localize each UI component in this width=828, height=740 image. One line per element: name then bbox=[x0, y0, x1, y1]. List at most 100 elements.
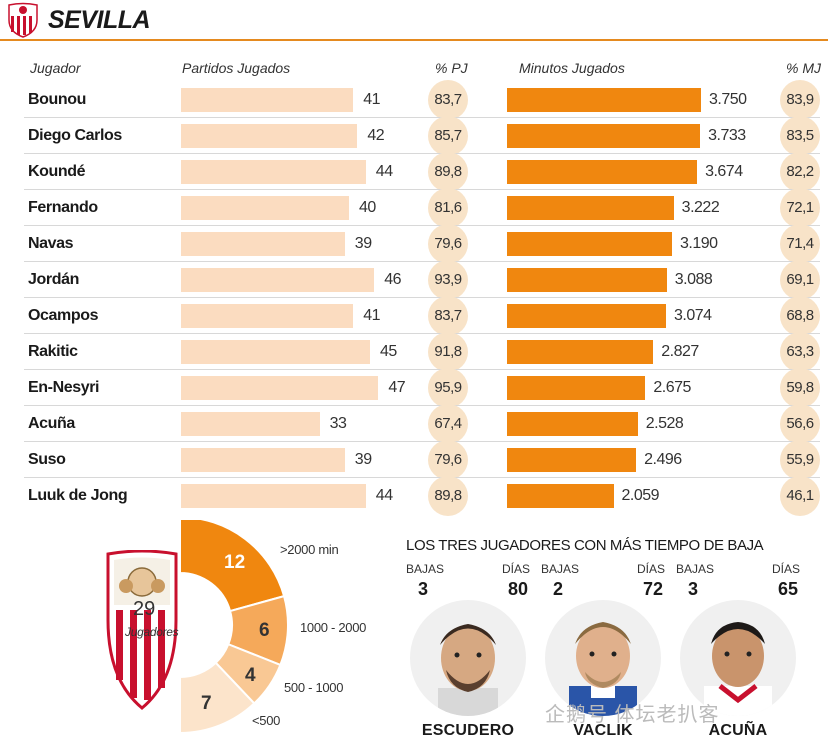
row-divider bbox=[24, 225, 820, 226]
minutes-bar bbox=[507, 88, 701, 112]
matches-value: 42 bbox=[367, 127, 385, 144]
table-row: Acuña 33 67,4 2.528 56,6 bbox=[0, 404, 828, 444]
table-row: Navas 39 79,6 3.190 71,4 bbox=[0, 224, 828, 264]
dias-label: DÍAS bbox=[636, 562, 665, 576]
segment-value-1: 6 bbox=[259, 620, 270, 641]
player-name: Luuk de Jong bbox=[28, 487, 128, 504]
table-row: Suso 39 79,6 2.496 55,9 bbox=[0, 440, 828, 480]
player-photo bbox=[545, 600, 661, 716]
matches-pct: 83,7 bbox=[428, 296, 468, 336]
minutes-bar bbox=[507, 376, 646, 400]
minutes-value: 3.222 bbox=[681, 199, 720, 216]
row-divider bbox=[24, 333, 820, 334]
row-divider bbox=[24, 477, 820, 478]
baja-card-acuna: BAJAS DÍAS 3 65 ACUÑA bbox=[676, 562, 800, 740]
table-row: Rakitic 45 91,8 2.827 63,3 bbox=[0, 332, 828, 372]
minutes-value: 2.528 bbox=[645, 415, 684, 432]
player-name: Acuña bbox=[28, 415, 75, 432]
matches-pct: 91,8 bbox=[428, 332, 468, 372]
segment-value-2: 4 bbox=[245, 665, 256, 686]
row-divider bbox=[24, 297, 820, 298]
col-player: Jugador bbox=[30, 60, 81, 76]
minutes-value: 3.088 bbox=[674, 271, 713, 288]
table-row: Bounou 41 83,7 3.750 83,9 bbox=[0, 80, 828, 120]
matches-bar bbox=[181, 160, 366, 184]
table-row: Diego Carlos 42 85,7 3.733 83,5 bbox=[0, 116, 828, 156]
donut-total: 29 bbox=[133, 598, 156, 620]
table-row: Fernando 40 81,6 3.222 72,1 bbox=[0, 188, 828, 228]
range-label-2: 500 - 1000 bbox=[284, 680, 344, 695]
bajas-title: LOS TRES JUGADORES CON MÁS TIEMPO DE BAJ… bbox=[406, 537, 764, 554]
matches-pct: 67,4 bbox=[428, 404, 468, 444]
matches-value: 47 bbox=[388, 379, 406, 396]
table-row: En-Nesyri 47 95,9 2.675 59,8 bbox=[0, 368, 828, 408]
matches-pct: 79,6 bbox=[428, 440, 468, 480]
row-divider bbox=[24, 189, 820, 190]
team-name: SEVILLA bbox=[48, 6, 151, 34]
bajas-label: BAJAS bbox=[541, 562, 580, 576]
player-name: Suso bbox=[28, 451, 66, 468]
matches-value: 33 bbox=[329, 415, 347, 432]
matches-value: 41 bbox=[363, 307, 380, 324]
player-table: Bounou 41 83,7 3.750 83,9 Diego Carlos 42 85,7 3… bbox=[0, 80, 828, 516]
minutes-pct: 63,3 bbox=[780, 332, 820, 372]
player-photo bbox=[680, 600, 796, 716]
minutes-value: 2.059 bbox=[621, 487, 660, 504]
baja-card-escudero: BAJAS DÍAS 3 80 ESCUDERO bbox=[406, 562, 530, 740]
bajas-value: 3 bbox=[688, 579, 699, 599]
matches-value: 44 bbox=[375, 487, 393, 504]
minutes-bar bbox=[507, 340, 654, 364]
row-divider bbox=[24, 441, 820, 442]
matches-value: 46 bbox=[384, 271, 401, 288]
player-name: Koundé bbox=[28, 163, 86, 180]
matches-value: 40 bbox=[359, 199, 376, 216]
minutes-pct: 83,5 bbox=[780, 116, 820, 156]
minutes-pct: 55,9 bbox=[780, 440, 820, 480]
table-row: Ocampos 41 83,7 3.074 68,8 bbox=[0, 296, 828, 336]
segment-value-3: 7 bbox=[201, 693, 212, 714]
donut-segment-3 bbox=[179, 661, 256, 735]
sevilla-crest-icon bbox=[8, 2, 38, 38]
minutes-pct: 83,9 bbox=[780, 80, 820, 120]
matches-pct: 93,9 bbox=[428, 260, 468, 300]
minutes-pct: 72,1 bbox=[780, 188, 820, 228]
matches-bar bbox=[181, 232, 345, 256]
minutes-bar bbox=[507, 268, 667, 292]
row-divider bbox=[24, 369, 820, 370]
player-name: Rakitic bbox=[28, 343, 78, 360]
dias-value: 72 bbox=[642, 579, 663, 599]
player-name: Jordán bbox=[28, 271, 79, 288]
col-matches: Partidos Jugados bbox=[182, 60, 291, 76]
col-matches-pct: % PJ bbox=[435, 60, 468, 76]
matches-pct: 95,9 bbox=[428, 368, 468, 408]
header-rule bbox=[0, 39, 828, 41]
donut-segment-0 bbox=[179, 520, 286, 613]
player-name: Fernando bbox=[28, 199, 98, 216]
bajas-label: BAJAS bbox=[676, 562, 715, 576]
range-label-3: <500 bbox=[252, 713, 281, 728]
player-name: VACLIK bbox=[573, 722, 633, 739]
baja-card-vaclik: BAJAS DÍAS 2 72 VACLIK bbox=[541, 562, 665, 740]
dias-label: DÍAS bbox=[771, 562, 800, 576]
table-row: Koundé 44 89,8 3.674 82,2 bbox=[0, 152, 828, 192]
sevilla-crest-large-icon bbox=[106, 550, 178, 710]
minutes-value: 3.674 bbox=[705, 163, 743, 180]
squad-minutes-donut: 29 Jugadores 12 6 4 7 >2000 min 1000 - 2… bbox=[100, 520, 400, 740]
matches-bar bbox=[181, 484, 366, 508]
minutes-value: 3.074 bbox=[674, 307, 712, 324]
matches-bar bbox=[181, 304, 354, 328]
matches-bar bbox=[181, 376, 379, 400]
matches-bar bbox=[181, 124, 358, 148]
minutes-bar bbox=[507, 448, 637, 472]
row-divider bbox=[24, 153, 820, 154]
watermark: 企鹅号 体坛老扒客 bbox=[545, 704, 720, 726]
minutes-pct: 82,2 bbox=[780, 152, 820, 192]
minutes-bar bbox=[507, 412, 638, 436]
minutes-value: 3.733 bbox=[708, 127, 746, 144]
minutes-value: 2.496 bbox=[644, 451, 682, 468]
minutes-bar bbox=[507, 304, 667, 328]
matches-bar bbox=[181, 412, 320, 436]
donut-total-label: Jugadores bbox=[125, 625, 179, 639]
minutes-value: 2.675 bbox=[653, 379, 691, 396]
minutes-pct: 46,1 bbox=[780, 476, 820, 516]
